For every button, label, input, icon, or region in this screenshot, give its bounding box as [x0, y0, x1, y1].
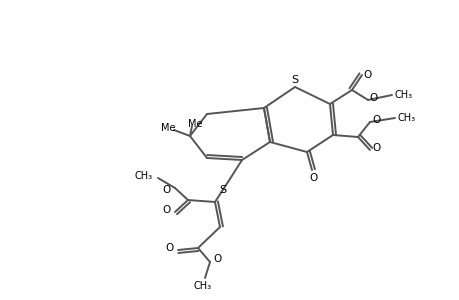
- Text: CH₃: CH₃: [397, 113, 415, 123]
- Text: O: O: [166, 243, 174, 253]
- Text: O: O: [363, 70, 371, 80]
- Text: O: O: [213, 254, 222, 264]
- Text: CH₃: CH₃: [134, 171, 153, 181]
- Text: S: S: [219, 185, 226, 195]
- Text: O: O: [372, 143, 381, 153]
- Text: O: O: [162, 205, 171, 215]
- Text: S: S: [291, 75, 298, 85]
- Text: O: O: [309, 173, 318, 183]
- Text: Me: Me: [160, 123, 175, 133]
- Text: CH₃: CH₃: [194, 281, 212, 291]
- Text: O: O: [369, 93, 377, 103]
- Text: CH₃: CH₃: [394, 90, 412, 100]
- Text: O: O: [162, 185, 171, 195]
- Text: Me: Me: [187, 119, 202, 129]
- Text: O: O: [372, 115, 381, 125]
